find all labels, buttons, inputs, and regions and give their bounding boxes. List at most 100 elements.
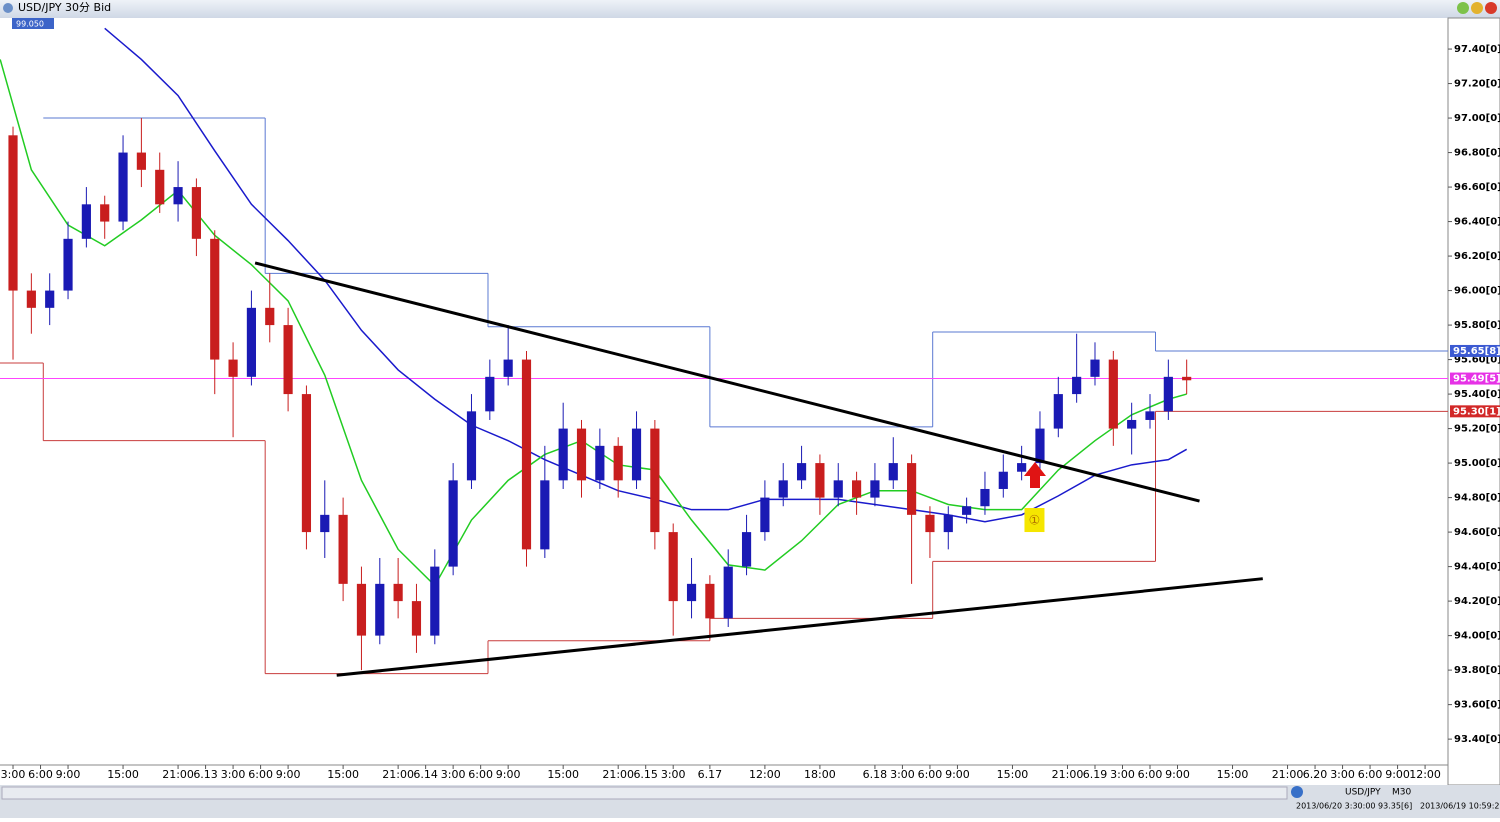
x-tick-label: 3:00	[441, 768, 466, 781]
y-tick-label: 96.60[0]	[1454, 182, 1500, 193]
trendline	[336, 577, 1263, 677]
candle-body	[888, 463, 898, 481]
x-tick-label: 15:00	[1217, 768, 1249, 781]
title-bar	[0, 0, 1500, 18]
candle-body	[1145, 411, 1155, 420]
candle-body	[778, 480, 788, 498]
x-tick-label: 21:00	[1272, 768, 1304, 781]
y-tick-label: 94.60[0]	[1454, 527, 1500, 538]
candle-body	[173, 187, 183, 205]
candle-body	[760, 497, 770, 533]
candle-body	[1127, 419, 1137, 429]
candle-body	[26, 290, 36, 308]
y-tick-label: 95.60[0]	[1454, 355, 1500, 366]
y-tick-label: 95.00[0]	[1454, 458, 1500, 469]
candle-body	[650, 428, 660, 533]
x-tick-label: 3:00	[661, 768, 686, 781]
x-tick-label: 3:00	[1, 768, 26, 781]
candle-body	[1090, 359, 1100, 377]
candle-body	[338, 514, 348, 584]
x-tick-label: 6.15	[633, 768, 658, 781]
scrollbar[interactable]	[1, 786, 1288, 800]
x-tick-label: 9:00	[1165, 768, 1190, 781]
y-tick-label: 94.20[0]	[1454, 596, 1500, 607]
x-tick-label: 21:00	[1052, 768, 1084, 781]
candle-body	[833, 480, 843, 498]
annotation-text: ①	[1029, 514, 1041, 529]
candle-body	[723, 566, 733, 619]
y-tick-label: 93.40[0]	[1454, 734, 1500, 745]
candle-body	[686, 583, 697, 602]
price-axis	[1447, 17, 1500, 786]
candle-body	[1072, 376, 1082, 395]
candle-body	[63, 238, 73, 291]
candle-body	[796, 463, 807, 481]
plot-layer	[0, 27, 1448, 677]
candle-body	[485, 376, 495, 412]
y-tick-label: 95.40[0]	[1454, 389, 1500, 400]
price-label-box	[1450, 372, 1500, 385]
candle-body	[980, 488, 990, 507]
x-tick-label: 15:00	[327, 768, 359, 781]
price-label-box	[1450, 344, 1500, 357]
trendline	[254, 261, 1200, 503]
y-tick-label: 93.80[0]	[1454, 665, 1500, 676]
annotation-box	[1024, 508, 1045, 533]
candle-body	[870, 480, 880, 498]
maximize-button[interactable]	[1471, 2, 1483, 14]
x-tick-label: 6.20	[1303, 768, 1328, 781]
candle-body	[393, 583, 403, 602]
candle-body	[558, 428, 568, 481]
window-title: USD/JPY 30分 Bid	[18, 1, 111, 14]
candle-body	[81, 204, 91, 239]
x-tick-label: 3:00	[1330, 768, 1355, 781]
candle-body	[1017, 463, 1027, 472]
candle-body	[613, 445, 623, 481]
top-marker-box	[12, 18, 54, 29]
x-tick-label: 12:00	[1409, 768, 1441, 781]
x-tick-label: 6:00	[468, 768, 493, 781]
candle-body	[540, 480, 550, 550]
plot-area	[0, 18, 1448, 765]
x-tick-label: 3:00	[1110, 768, 1135, 781]
candle-body	[466, 411, 477, 481]
candle-body	[998, 471, 1008, 489]
price-label: 95.65[8]	[1453, 346, 1500, 357]
candle-body	[210, 238, 220, 360]
x-tick-label: 6:00	[918, 768, 943, 781]
y-tick-label: 94.40[0]	[1454, 562, 1500, 573]
x-tick-label: 3:00	[890, 768, 915, 781]
minimize-button[interactable]	[1457, 2, 1469, 14]
symbol-select[interactable]: USD/JPY	[1345, 788, 1381, 798]
x-tick-label: 6:00	[1358, 768, 1383, 781]
x-tick-label: 15:00	[107, 768, 139, 781]
top-marker: 99.050	[16, 20, 44, 29]
candle-body	[1163, 376, 1173, 412]
x-tick-label: 9:00	[945, 768, 970, 781]
candle-body	[283, 325, 293, 395]
x-tick-label: 18:00	[804, 768, 836, 781]
candle-body	[45, 290, 55, 308]
y-tick-label: 93.60[0]	[1454, 700, 1500, 711]
x-tick-label: 6.18	[863, 768, 888, 781]
candle-body	[962, 506, 972, 515]
nav-button[interactable]	[1291, 786, 1303, 798]
x-tick-label: 6:00	[1138, 768, 1163, 781]
x-tick-label: 9:00	[276, 768, 301, 781]
x-tick-label: 6.14	[413, 768, 438, 781]
signal-arrow	[1024, 462, 1046, 488]
x-tick-label: 6.17	[698, 768, 723, 781]
candle-body	[356, 583, 367, 636]
candle-body	[301, 394, 312, 533]
candle-body	[1053, 394, 1063, 429]
candle-body	[521, 359, 532, 550]
candle-body	[925, 514, 935, 533]
candle-body	[576, 428, 587, 481]
candle-body	[705, 583, 715, 619]
timeframe-select[interactable]: M30	[1392, 788, 1411, 798]
x-tick-label: 15:00	[547, 768, 579, 781]
y-tick-label: 96.80[0]	[1454, 148, 1500, 159]
close-button[interactable]	[1485, 2, 1497, 14]
candle-body	[430, 566, 440, 636]
